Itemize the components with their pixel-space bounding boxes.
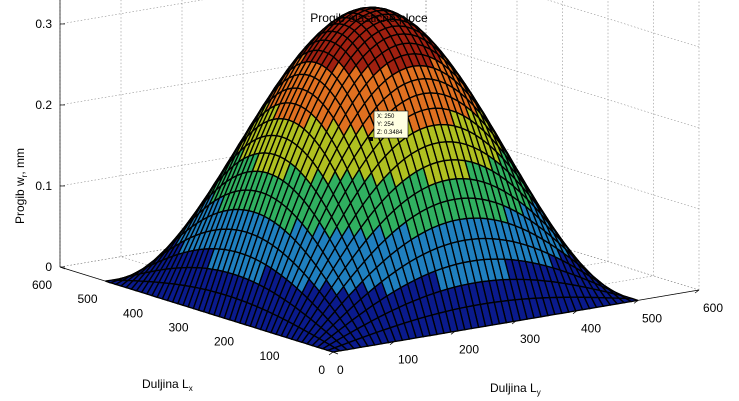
z-tick-label: 0.3 xyxy=(35,17,52,31)
y-tick-label: 400 xyxy=(581,322,601,336)
grid-line xyxy=(425,42,700,129)
datatip[interactable]: X: 250 Y: 254 Z: 0.3484 xyxy=(369,110,409,141)
z-axis-label: Progib wr, mm xyxy=(13,148,29,224)
chart-title: Progib elasticne ploce xyxy=(310,11,428,25)
x-tick-label: 100 xyxy=(259,349,279,363)
datatip-x: X: 250 xyxy=(377,114,395,120)
x-axis-label: Duljina Lx xyxy=(142,377,193,393)
tick-labels: 0 100 200 300 400 500 600 0 100 200 300 400 500 600 0 0… xyxy=(32,17,723,377)
y-tick-label: 100 xyxy=(398,353,418,367)
surface-mesh xyxy=(105,6,639,353)
y-tick-mark xyxy=(694,289,700,294)
x-tick-label: 500 xyxy=(77,292,97,306)
y-axis-label-main: Duljina L xyxy=(490,381,537,395)
datatip-z: Z: 0.3484 xyxy=(377,130,403,136)
x-tick-label: 600 xyxy=(32,278,52,292)
z-axis-label-tail: , mm xyxy=(13,148,27,175)
y-axis-label-sub: y xyxy=(537,388,541,397)
y-axis-label: Duljina Ly xyxy=(490,381,541,397)
y-tick-label: 600 xyxy=(703,301,723,315)
z-axis-label-main: Progib w xyxy=(13,177,27,224)
z-tick-label: 0 xyxy=(45,260,52,274)
x-tick-label: 200 xyxy=(214,335,234,349)
z-tick-label: 0.1 xyxy=(35,179,52,193)
x-tick-label: 0 xyxy=(318,363,325,377)
y-tick-label: 0 xyxy=(337,363,344,377)
y-tick-label: 300 xyxy=(520,332,540,346)
x-axis-label-sub: x xyxy=(189,384,193,393)
z-axis-label-sub: r xyxy=(20,174,29,177)
x-axis-label-main: Duljina L xyxy=(142,377,189,391)
x-tick-label: 300 xyxy=(168,320,188,334)
surface-cell xyxy=(325,347,342,353)
y-tick-label: 200 xyxy=(459,342,479,356)
datatip-y: Y: 254 xyxy=(377,122,395,128)
x-tick-label: 400 xyxy=(123,306,143,320)
y-tick-label: 500 xyxy=(642,311,662,325)
datatip-marker xyxy=(369,137,373,141)
datatip-box xyxy=(373,110,409,139)
z-tick-label: 0.2 xyxy=(35,98,52,112)
